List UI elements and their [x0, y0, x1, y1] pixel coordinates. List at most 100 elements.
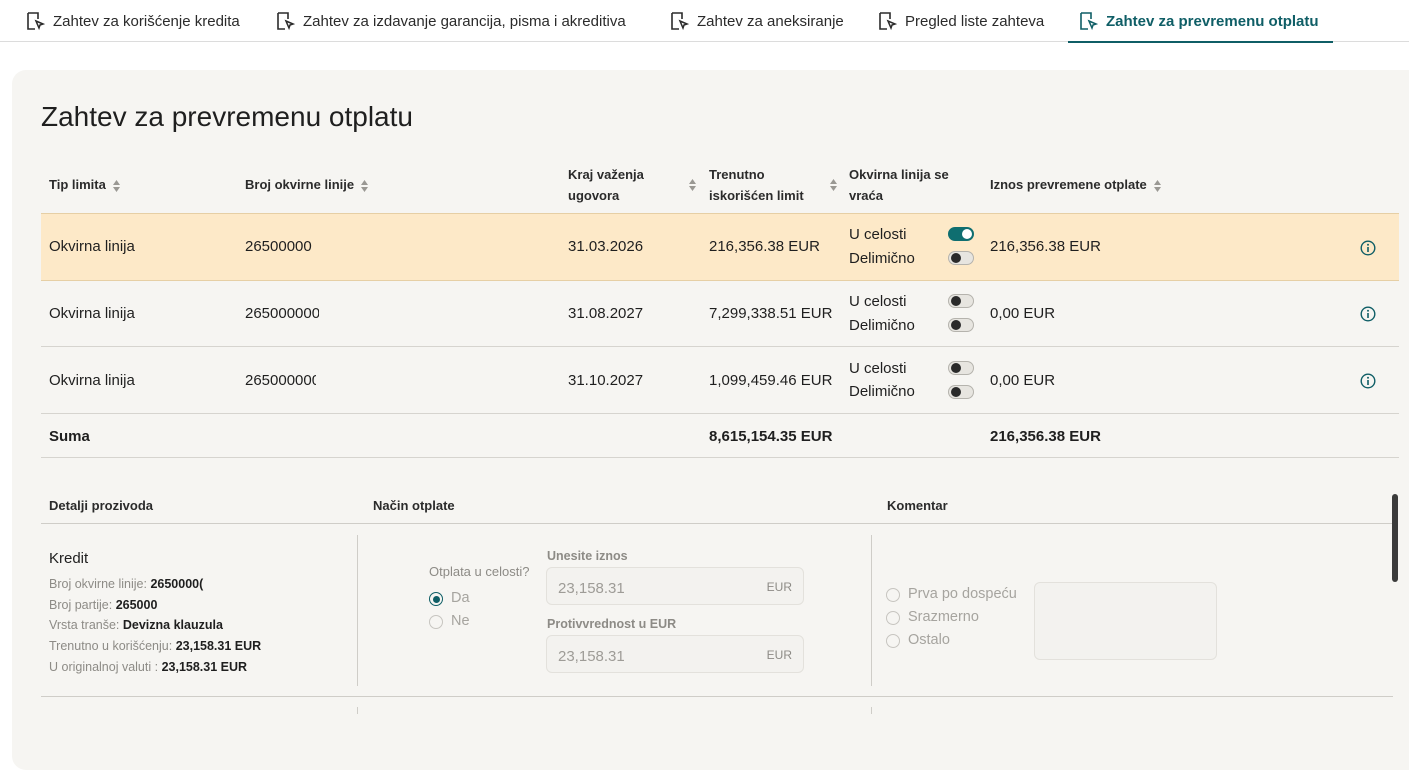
cell-broj: 265000000 — [245, 372, 316, 389]
u-celosti-toggle[interactable] — [948, 227, 974, 241]
info-icon[interactable] — [1360, 373, 1376, 389]
detalji-header: Detalji prozivoda — [49, 498, 154, 513]
radio-label-ne: Ne — [451, 613, 470, 629]
edit-document-icon — [25, 11, 45, 31]
sort-icon — [361, 179, 369, 192]
edit-document-icon — [669, 11, 689, 31]
header-label: Trenutno — [709, 167, 765, 182]
u-celosti-toggle[interactable] — [948, 294, 974, 308]
table-row[interactable] — [41, 213, 1399, 281]
sort-icon — [112, 179, 120, 192]
toggle-knob — [951, 253, 961, 263]
header-label: Iznos prevremene otplate — [990, 177, 1147, 192]
header-label: Tip limita — [49, 177, 106, 192]
toggle-knob — [951, 363, 961, 373]
radio-label-da: Da — [451, 590, 470, 606]
product-title: Kredit — [49, 550, 89, 567]
sum-trenutno: 8,615,154.35 EUR — [709, 428, 833, 445]
u-celosti-toggle[interactable] — [948, 361, 974, 375]
field-label: Vrsta tranše: — [49, 618, 123, 632]
sort-icon — [1153, 179, 1161, 192]
tab-aneksiranje[interactable]: Zahtev za aneksiranje — [669, 0, 844, 42]
cell-kraj: 31.08.2027 — [568, 305, 644, 322]
field-value: 23,158.31 EUR — [175, 639, 262, 653]
tab-label: Zahtev za korišćenje kredita — [53, 12, 240, 30]
radio-label-srazmerno: Srazmerno — [908, 609, 979, 625]
scrollbar-thumb[interactable] — [1392, 494, 1398, 582]
tab-izdavanje-garancija[interactable]: Zahtev za izdavanje garancija, pisma i a… — [275, 0, 626, 42]
radio-ne[interactable] — [429, 615, 443, 629]
delimicno-toggle[interactable] — [948, 318, 974, 332]
sum-label: Suma — [49, 428, 90, 445]
header-label: Okvirna linija se — [849, 167, 949, 182]
delimicno-toggle[interactable] — [948, 251, 974, 265]
tab-prevremena-otplata[interactable]: Zahtev za prevremenu otplatu — [1068, 0, 1333, 43]
amount-input[interactable]: 23,158.31 EUR — [546, 567, 804, 605]
header-iznos-prevremene-otplate[interactable]: Iznos prevremene otplate — [990, 174, 1162, 195]
radio-ostalo[interactable] — [886, 634, 900, 648]
tab-label: Pregled liste zahteva — [905, 12, 1045, 30]
edit-document-icon — [275, 11, 295, 31]
radio-da[interactable] — [429, 592, 443, 606]
toggle-knob — [951, 296, 961, 306]
comment-textarea[interactable] — [1034, 582, 1217, 660]
field-trenutno-u-koriscenju: Trenutno u korišćenju: 23,158.31 EUR — [49, 639, 261, 653]
edit-document-icon — [877, 11, 897, 31]
cell-iznos: 0,00 EUR — [990, 372, 1056, 389]
sum-row — [41, 414, 1399, 458]
nacin-otplate-header: Način otplate — [373, 498, 455, 513]
tab-koriscenje-kredita[interactable]: Zahtev za korišćenje kredita — [25, 0, 240, 42]
cell-tip: Okvirna linija — [49, 238, 135, 255]
sort-icon[interactable] — [829, 178, 838, 192]
field-vrsta-transe: Vrsta tranše: Devizna klauzula — [49, 618, 223, 632]
column-divider — [871, 707, 872, 714]
toggle-label-u-celosti: U celosti — [849, 293, 907, 310]
cell-iznos: 0,00 EUR — [990, 305, 1056, 322]
toggle-label-u-celosti: U celosti — [849, 360, 907, 377]
radio-label-ostalo: Ostalo — [908, 632, 950, 648]
radio-label-prva-po-dospecu: Prva po dospeću — [908, 586, 1017, 602]
cell-trenutno: 1,099,459.46 EUR — [709, 372, 833, 389]
amount-currency: EUR — [766, 580, 792, 594]
column-divider — [357, 535, 358, 686]
otplata-question: Otplata u celosti? — [429, 564, 530, 579]
sort-icon[interactable] — [688, 178, 697, 192]
table-row[interactable] — [41, 347, 1399, 414]
header-kraj-vazenja[interactable]: Kraj važenja ugovora — [568, 164, 644, 206]
page-title: Zahtev za prevremenu otplatu — [41, 101, 413, 132]
toggle-label-delimicno: Delimično — [849, 250, 915, 267]
field-label: U originalnoj valuti : — [49, 660, 162, 674]
counter-value-input[interactable]: 23,158.31 EUR — [546, 635, 804, 673]
edit-document-icon — [1078, 11, 1098, 31]
toggle-label-delimicno: Delimično — [849, 317, 915, 334]
cell-tip: Okvirna linija — [49, 305, 135, 322]
tab-pregled-liste-zahteva[interactable]: Pregled liste zahteva — [877, 0, 1044, 42]
toggle-label-delimicno: Delimično — [849, 383, 915, 400]
table-row[interactable] — [41, 281, 1399, 347]
field-broj-partije: Broj partije: 265000 — [49, 598, 157, 612]
header-broj-okvirne-linije[interactable]: Broj okvirne linije — [245, 174, 369, 195]
header-okvirna-linija-se-vraca: Okvirna linija se vraća — [849, 164, 949, 206]
cell-broj: 26500000 — [245, 238, 312, 255]
amount-value: 23,158.31 — [558, 580, 625, 597]
toggle-label-u-celosti: U celosti — [849, 226, 907, 243]
field-u-originalnoj-valuti: U originalnoj valuti : 23,158.31 EUR — [49, 660, 247, 674]
amount-label: Unesite iznos — [547, 549, 628, 563]
cell-kraj: 31.10.2027 — [568, 372, 644, 389]
counter-currency: EUR — [766, 648, 792, 662]
radio-srazmerno[interactable] — [886, 611, 900, 625]
header-trenutno-iskoriscen[interactable]: Trenutno iskorišćen limit — [709, 164, 804, 206]
tab-label: Zahtev za aneksiranje — [697, 12, 844, 30]
info-icon[interactable] — [1360, 240, 1376, 256]
tab-label: Zahtev za izdavanje garancija, pisma i a… — [303, 12, 626, 30]
counter-value-label: Protivvrednost u EUR — [547, 617, 677, 631]
info-icon[interactable] — [1360, 306, 1376, 322]
delimicno-toggle[interactable] — [948, 385, 974, 399]
cell-broj: 265000000 — [245, 305, 319, 322]
radio-prva-po-dospecu[interactable] — [886, 588, 900, 602]
header-tip-limita[interactable]: Tip limita — [49, 174, 121, 195]
header-label: Kraj važenja — [568, 167, 644, 182]
field-value: 23,158.31 EUR — [161, 660, 248, 674]
cell-trenutno: 7,299,338.51 EUR — [709, 305, 833, 322]
column-divider — [871, 535, 872, 686]
